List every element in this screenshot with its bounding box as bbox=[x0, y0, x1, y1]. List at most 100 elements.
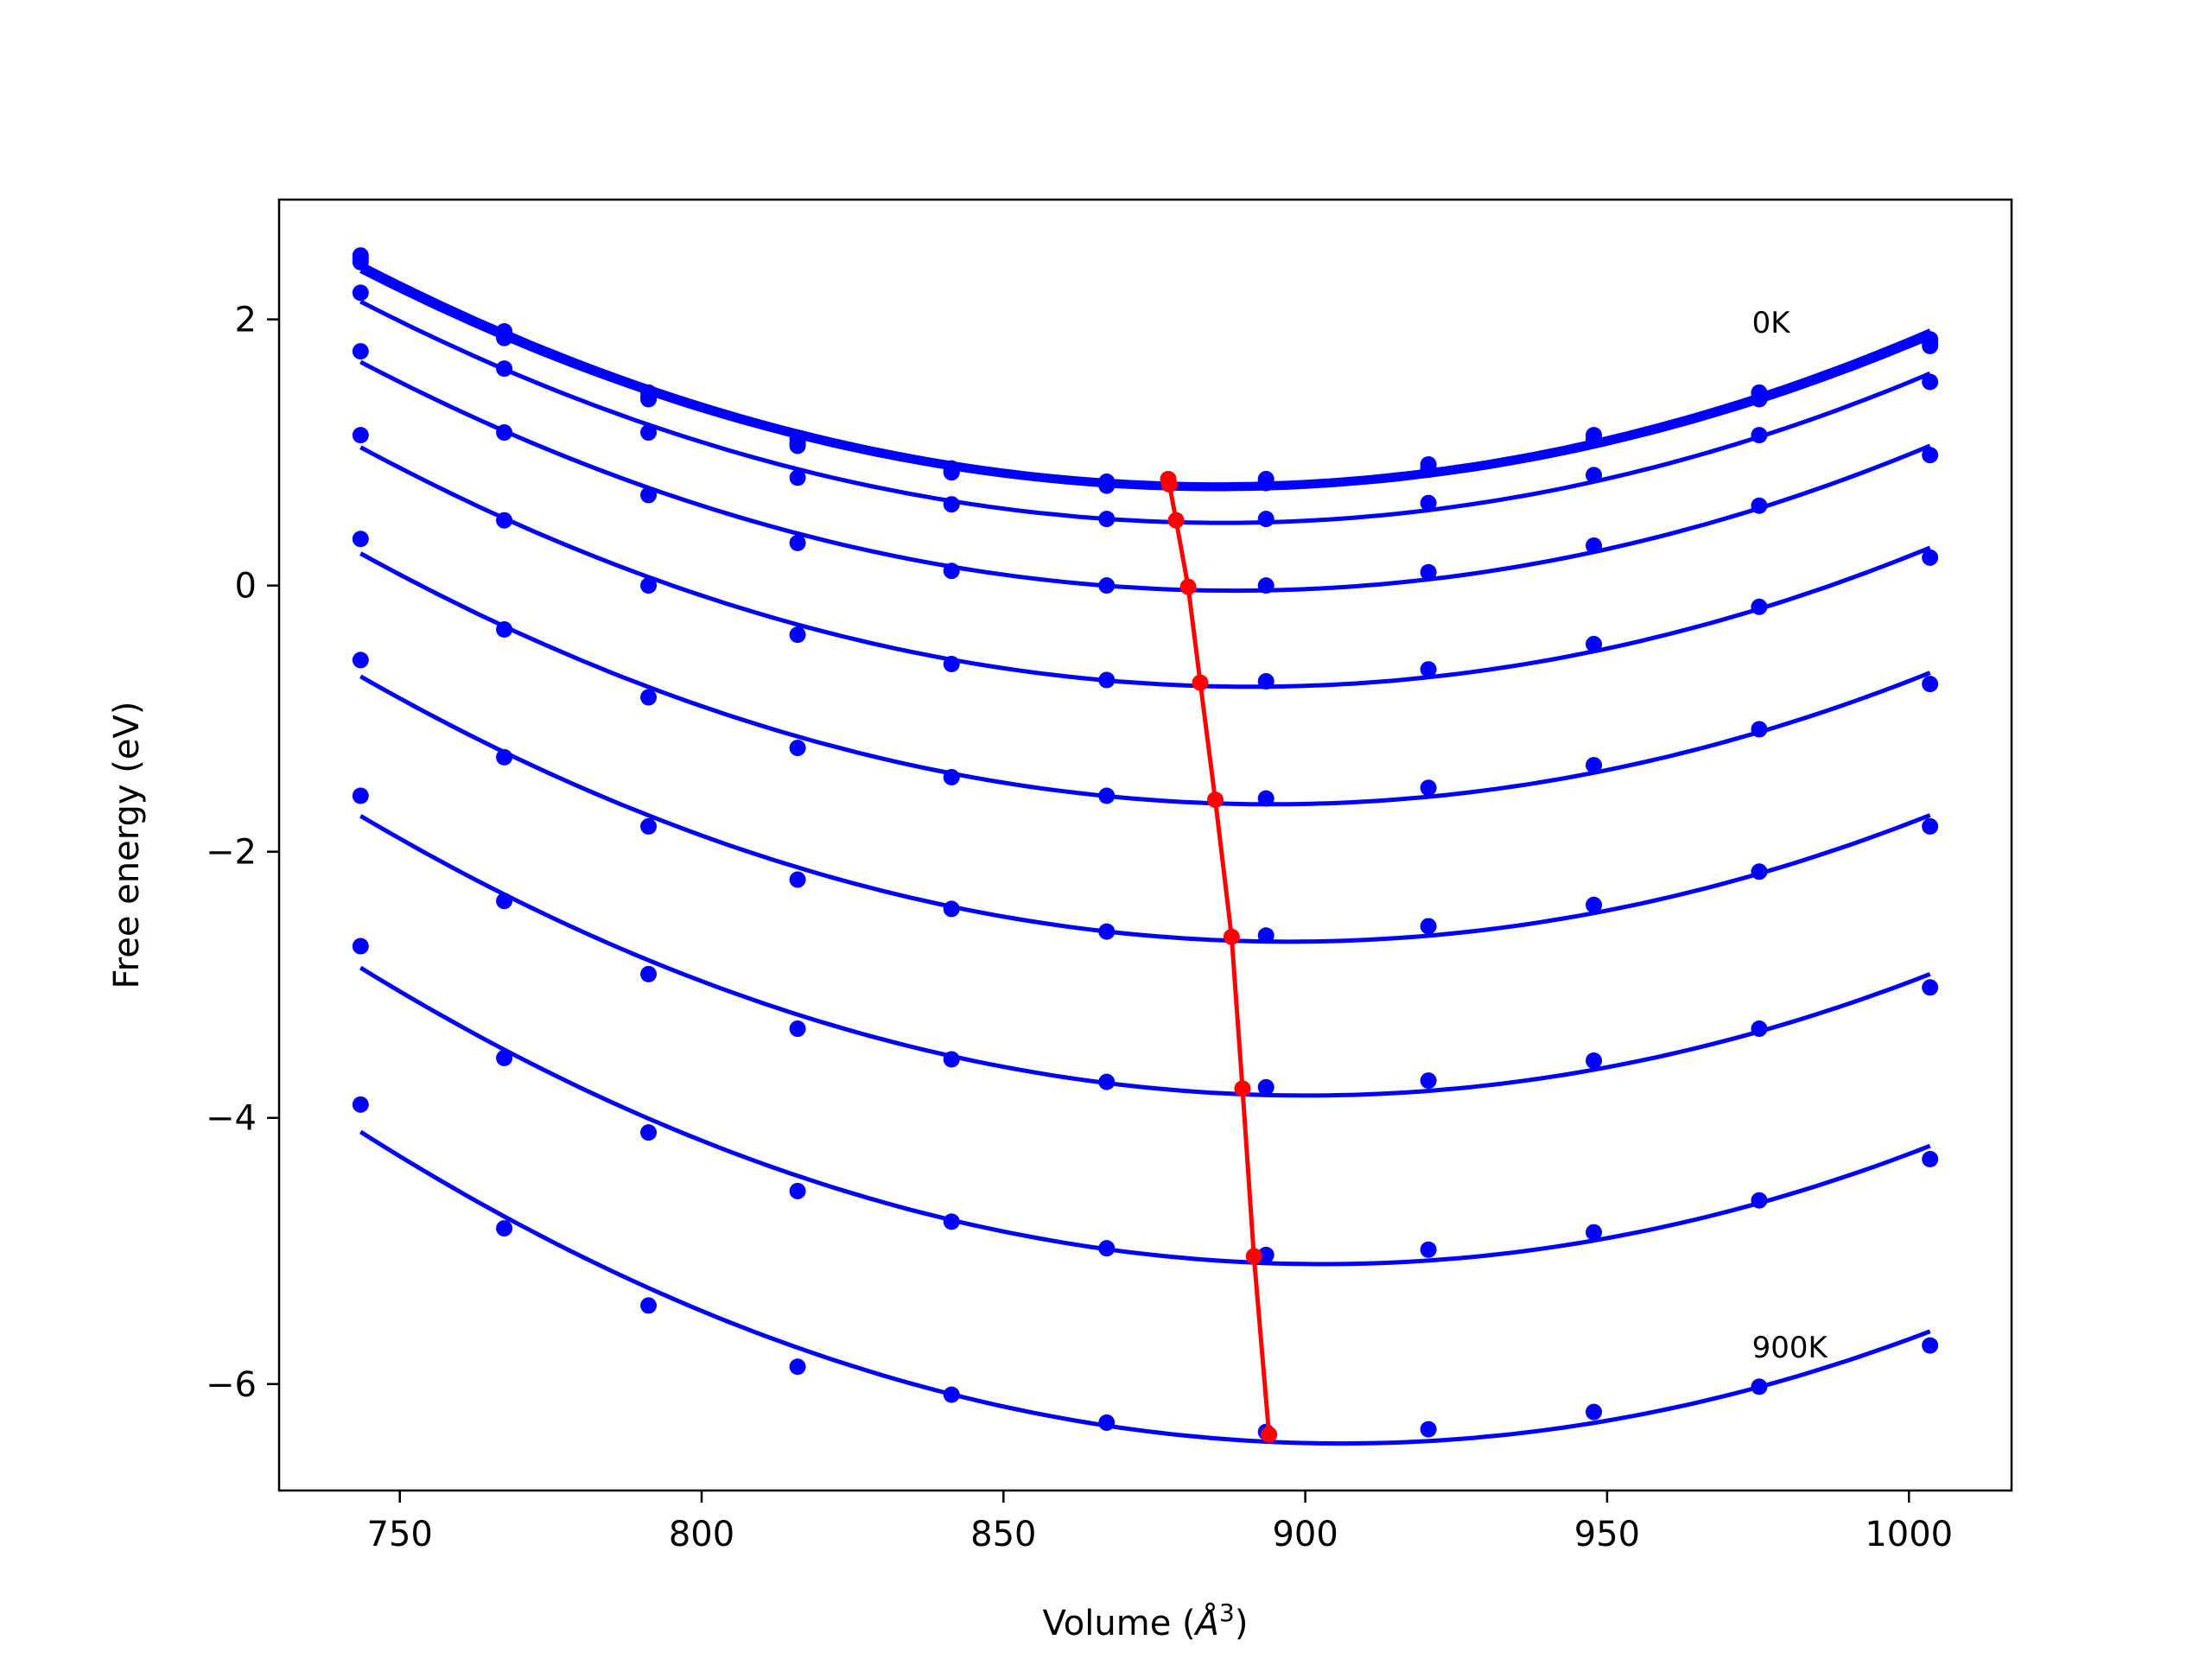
energy-curve-5 bbox=[359, 445, 1931, 690]
energy-point bbox=[496, 424, 513, 442]
energy-point bbox=[943, 656, 960, 673]
energy-point bbox=[1922, 549, 1939, 566]
energy-point bbox=[1098, 1240, 1116, 1257]
energy-point bbox=[640, 391, 658, 408]
energy-curve-0 bbox=[359, 261, 1931, 487]
energy-point bbox=[789, 740, 806, 757]
minimum-energy-line bbox=[1166, 478, 1272, 1435]
x-axis-label-end: ) bbox=[1235, 1604, 1249, 1643]
energy-point bbox=[496, 360, 513, 378]
energy-point bbox=[789, 1182, 806, 1199]
energy-point bbox=[1922, 979, 1939, 996]
x-tick-label: 950 bbox=[1574, 1515, 1640, 1554]
energy-point bbox=[1586, 635, 1603, 652]
energy-point bbox=[1098, 1414, 1116, 1431]
energy-point bbox=[1420, 1241, 1437, 1258]
y-tick-label: −2 bbox=[206, 833, 257, 873]
energy-point bbox=[352, 1096, 369, 1113]
energy-point bbox=[640, 1124, 658, 1141]
energy-point bbox=[1420, 563, 1437, 581]
x-axis-label-symbol: Å bbox=[1193, 1602, 1219, 1643]
x-tick-label: 750 bbox=[367, 1515, 433, 1554]
energy-point bbox=[789, 1020, 806, 1038]
energy-point bbox=[1751, 391, 1768, 408]
energy-point bbox=[1586, 432, 1603, 449]
energy-point bbox=[352, 284, 369, 302]
y-tick-label: 0 bbox=[235, 567, 257, 607]
energy-point bbox=[1098, 923, 1116, 940]
minimum-point bbox=[1223, 928, 1240, 945]
energy-point bbox=[640, 577, 658, 594]
energy-point bbox=[1922, 373, 1939, 391]
energy-point bbox=[1257, 1078, 1274, 1096]
energy-point bbox=[789, 469, 806, 486]
energy-point bbox=[1420, 494, 1437, 512]
energy-point bbox=[1257, 1246, 1274, 1263]
energy-curve-9 bbox=[359, 965, 1931, 1267]
minimum-point bbox=[1207, 791, 1224, 809]
minimum-point bbox=[1261, 1426, 1278, 1443]
energy-point bbox=[496, 748, 513, 766]
x-tick-label: 1000 bbox=[1865, 1515, 1953, 1554]
x-axis-ticks: 750 800 850 900 950 1000 bbox=[367, 1491, 1953, 1554]
energy-point bbox=[1586, 1224, 1603, 1241]
energy-point bbox=[1751, 497, 1768, 514]
energy-point bbox=[1922, 337, 1939, 354]
energy-point bbox=[1257, 673, 1274, 690]
y-tick-label: −6 bbox=[206, 1365, 257, 1405]
energy-curve-4 bbox=[359, 359, 1931, 594]
energy-point bbox=[1922, 1337, 1939, 1354]
minimum-point bbox=[1245, 1248, 1262, 1265]
energy-point bbox=[943, 1213, 960, 1230]
energy-point bbox=[352, 787, 369, 804]
energy-point bbox=[640, 817, 658, 835]
energy-curve-6 bbox=[359, 551, 1931, 807]
energy-point bbox=[352, 253, 369, 270]
energy-point bbox=[496, 1049, 513, 1066]
x-tick-label: 850 bbox=[970, 1515, 1036, 1554]
energy-point bbox=[352, 938, 369, 955]
minimum-point bbox=[1234, 1080, 1251, 1097]
energy-point bbox=[1586, 896, 1603, 913]
energy-point bbox=[1751, 863, 1768, 880]
annotations-layer: 0K 900K bbox=[1752, 306, 1829, 1365]
energy-curve-2 bbox=[359, 269, 1931, 492]
curve-annotation: 0K bbox=[1752, 306, 1792, 340]
y-tick-label: −4 bbox=[206, 1099, 257, 1139]
energy-curve-8 bbox=[359, 814, 1931, 1098]
energy-point bbox=[640, 1297, 658, 1314]
x-axis-label: Volume (Å3) bbox=[1043, 1599, 1249, 1643]
energy-point bbox=[1098, 1073, 1116, 1090]
energy-point bbox=[1586, 1052, 1603, 1070]
energy-point bbox=[640, 965, 658, 982]
energy-curve-3 bbox=[359, 299, 1931, 525]
energy-point bbox=[789, 871, 806, 888]
energy-point bbox=[1751, 1378, 1768, 1395]
minimum-point bbox=[1192, 674, 1209, 691]
y-tick-label: 2 bbox=[235, 301, 257, 340]
curve-annotation: 900K bbox=[1752, 1331, 1829, 1365]
energy-point bbox=[1586, 467, 1603, 484]
energy-point bbox=[352, 343, 369, 360]
x-tick-label: 800 bbox=[669, 1515, 734, 1554]
minimum-curve-layer bbox=[1160, 470, 1278, 1443]
energy-point bbox=[1257, 790, 1274, 807]
y-axis-ticks: 2 0 −2 −4 −6 bbox=[206, 301, 279, 1405]
energy-point bbox=[1751, 1192, 1768, 1209]
energy-point bbox=[1751, 427, 1768, 444]
energy-point bbox=[1586, 757, 1603, 774]
energy-point bbox=[789, 534, 806, 551]
plot-frame bbox=[277, 198, 2013, 1492]
energy-point bbox=[1420, 1421, 1437, 1438]
x-axis-label-superscript: 3 bbox=[1219, 1599, 1235, 1627]
energy-point bbox=[789, 1358, 806, 1376]
energy-point bbox=[640, 424, 658, 442]
energy-point bbox=[943, 496, 960, 513]
energy-point bbox=[1420, 661, 1437, 678]
energy-point bbox=[1751, 598, 1768, 615]
energy-point bbox=[352, 531, 369, 548]
energy-point bbox=[1420, 918, 1437, 935]
energy-point bbox=[496, 512, 513, 529]
energy-point bbox=[1751, 1020, 1768, 1038]
